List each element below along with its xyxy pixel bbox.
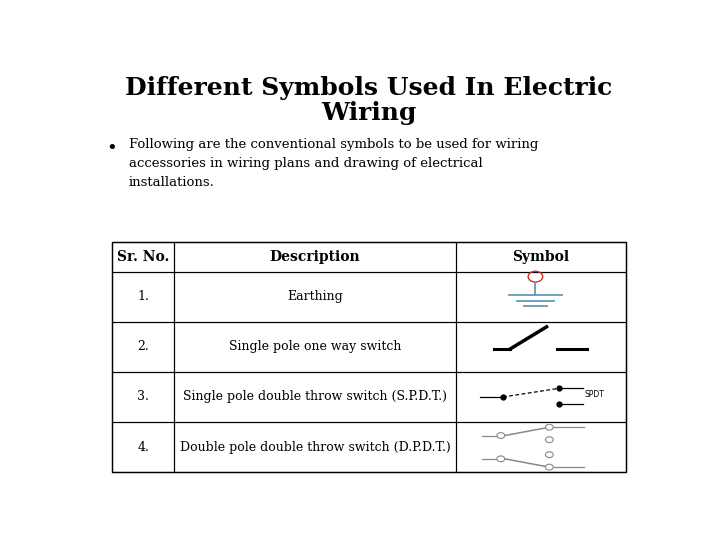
Bar [112,241,626,472]
Bar [174,322,456,372]
Text: Wiring: Wiring [321,100,417,125]
Text: Single pole one way switch: Single pole one way switch [229,340,401,353]
Bar [174,272,456,322]
Circle shape [546,437,553,443]
Bar [456,322,626,372]
Text: 1.: 1. [138,290,149,303]
Text: Description: Description [270,249,361,264]
Bar [174,241,456,272]
Circle shape [546,424,553,430]
Text: 4.: 4. [138,441,149,454]
Text: •: • [107,140,117,158]
Bar [112,322,174,372]
Bar [112,241,174,272]
Text: Different Symbols Used In Electric: Different Symbols Used In Electric [125,76,613,100]
Text: Single pole double throw switch (S.P.D.T.): Single pole double throw switch (S.P.D.T… [183,390,447,403]
Circle shape [546,452,553,457]
Bar [174,422,456,472]
Text: Sr. No.: Sr. No. [117,249,169,264]
Bar [456,272,626,322]
Bar [456,241,626,272]
Circle shape [497,456,505,462]
Text: 3.: 3. [138,390,149,403]
Bar [112,272,174,322]
Circle shape [546,464,553,470]
Bar [456,422,626,472]
Bar [456,372,626,422]
Circle shape [497,433,505,438]
Bar [112,372,174,422]
Text: Following are the conventional symbols to be used for wiring
accessories in wiri: Following are the conventional symbols t… [129,138,539,190]
Text: 2.: 2. [138,340,149,353]
Text: Symbol: Symbol [513,249,570,264]
Bar [174,372,456,422]
Text: Double pole double throw switch (D.P.D.T.): Double pole double throw switch (D.P.D.T… [180,441,451,454]
Text: Earthing: Earthing [287,290,343,303]
Text: SPDT: SPDT [585,390,604,400]
Bar [112,422,174,472]
